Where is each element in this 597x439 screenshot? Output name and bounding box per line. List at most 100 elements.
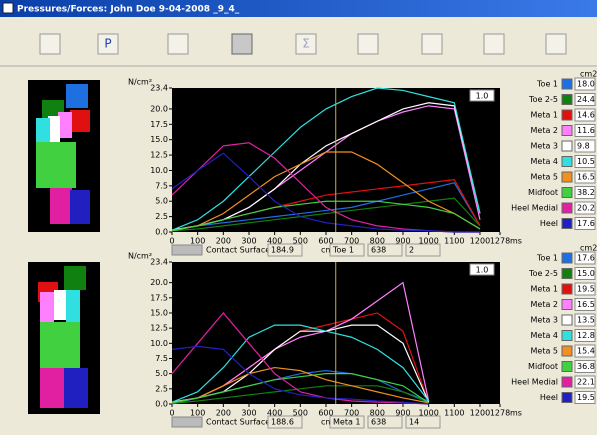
- y-tick-label: 7.5: [155, 354, 168, 363]
- status-region: Toe 1: [332, 246, 354, 255]
- legend-label: Midfoot: [528, 188, 558, 197]
- status-icons: [172, 245, 202, 255]
- legend-label: Toe 1: [536, 80, 558, 89]
- y-tick-label: 0.0: [155, 400, 168, 409]
- tool-button[interactable]: [358, 34, 378, 54]
- legend-swatch: [562, 393, 572, 403]
- y-tick-label: 10.0: [150, 166, 168, 175]
- app-icon: [3, 3, 13, 13]
- area-value: 17.6: [577, 219, 595, 228]
- legend-label: Toe 1: [536, 254, 558, 263]
- status-surface: 188.6: [271, 418, 294, 427]
- legend-swatch: [562, 95, 572, 105]
- window: Pressures/Forces: John Doe 9-04-2008 _9_…: [0, 0, 597, 435]
- x-tick-label: 100: [190, 237, 205, 246]
- status-cursor-ms: 638: [371, 246, 386, 255]
- x-tick-label: 1278: [490, 237, 510, 246]
- y-tick-label: 2.5: [155, 384, 168, 393]
- legend-swatch: [562, 346, 572, 356]
- y-tick-label: 7.5: [155, 181, 168, 190]
- status-cursor-ms: 638: [371, 418, 386, 427]
- x-tick-label: 0: [169, 237, 174, 246]
- y-tick-label: 15.0: [150, 308, 168, 317]
- legend-label: Toe 2-5: [528, 269, 558, 278]
- area-value: 13.5: [577, 316, 595, 325]
- legend-label: Midfoot: [528, 362, 558, 371]
- legend-label: Toe 2-5: [528, 95, 558, 104]
- area-value: 22.1: [577, 378, 595, 387]
- y-tick-label: 20.0: [150, 104, 168, 113]
- legend-swatch: [562, 172, 572, 182]
- x-tick-label: 1200: [470, 237, 490, 246]
- legend-swatch: [562, 203, 572, 213]
- tool-button[interactable]: [40, 34, 60, 54]
- area-value: 38.2: [577, 188, 595, 197]
- legend-swatch: [562, 377, 572, 387]
- legend-label: Meta 5: [531, 173, 559, 182]
- foot-image: [28, 262, 100, 414]
- area-value: 18.0: [577, 80, 595, 89]
- foot-image: [28, 80, 100, 232]
- legend-label: Meta 3: [531, 142, 559, 151]
- legend-label: Meta 2: [531, 126, 559, 135]
- legend-label: Meta 1: [531, 111, 559, 120]
- status-frame: 2: [409, 246, 414, 255]
- legend-swatch: [562, 315, 572, 325]
- area-value: 11.6: [577, 126, 595, 135]
- tool-button[interactable]: [422, 34, 442, 54]
- x-tick-label: 1100: [444, 237, 464, 246]
- area-unit: cm2: [580, 244, 597, 253]
- legend-label: Heel Medial: [511, 204, 558, 213]
- x-tick-label: 1200: [470, 409, 490, 418]
- tool-button[interactable]: [168, 34, 188, 54]
- status-frame: 14: [409, 418, 419, 427]
- tool-button[interactable]: [484, 34, 504, 54]
- area-value: 15.0: [577, 269, 595, 278]
- legend-label: Heel Medial: [511, 378, 558, 387]
- y-tick-label: 20.0: [150, 278, 168, 287]
- legend-label: Meta 2: [531, 300, 559, 309]
- x-axis-label: ms: [510, 409, 522, 418]
- x-tick-label: 200: [216, 409, 231, 418]
- legend-label: Meta 4: [531, 157, 559, 166]
- x-tick-label: 200: [216, 237, 231, 246]
- y-axis-label: N/cm²: [128, 78, 152, 87]
- legend-swatch: [562, 219, 572, 229]
- tool-button[interactable]: [546, 34, 566, 54]
- area-value: 16.5: [577, 300, 595, 309]
- area-value: 36.8: [577, 362, 595, 371]
- legend-label: Heel: [540, 219, 558, 228]
- area-value: 19.5: [577, 393, 595, 402]
- area-value: 10.5: [577, 157, 595, 166]
- y-tick-label: 23.4: [150, 258, 168, 267]
- area-unit: cm2: [580, 70, 597, 79]
- window-title: Pressures/Forces: John Doe 9-04-2008 _9_…: [17, 5, 240, 15]
- legend-swatch: [562, 110, 572, 120]
- area-value: 17.6: [577, 254, 595, 263]
- area-value: 15.4: [577, 347, 595, 356]
- tool-label: Σ: [302, 37, 310, 51]
- status-label: Contact Surface: [206, 246, 270, 255]
- legend-swatch: [562, 79, 572, 89]
- legend-swatch: [562, 300, 572, 310]
- x-tick-label: 300: [241, 409, 256, 418]
- x-tick-label: 0: [169, 409, 174, 418]
- page: Pressures/Forces: John Doe 9-04-2008 _9_…: [0, 0, 597, 439]
- area-value: 20.2: [577, 204, 595, 213]
- x-tick-label: 300: [241, 237, 256, 246]
- legend-swatch: [562, 284, 572, 294]
- legend-swatch: [562, 253, 572, 263]
- tool-label: P: [104, 37, 111, 51]
- legend-label: Meta 1: [531, 285, 559, 294]
- area-value: 16.5: [577, 173, 595, 182]
- area-value: 24.4: [577, 95, 595, 104]
- legend-swatch: [562, 141, 572, 151]
- scale-value: 1.0: [476, 266, 489, 275]
- y-axis-label: N/cm²: [128, 252, 152, 261]
- legend-swatch: [562, 188, 572, 198]
- tool-button[interactable]: [232, 34, 252, 54]
- y-tick-label: 12.5: [150, 151, 168, 160]
- y-tick-label: 5.0: [155, 369, 168, 378]
- legend-swatch: [562, 331, 572, 341]
- y-tick-label: 17.5: [150, 120, 168, 129]
